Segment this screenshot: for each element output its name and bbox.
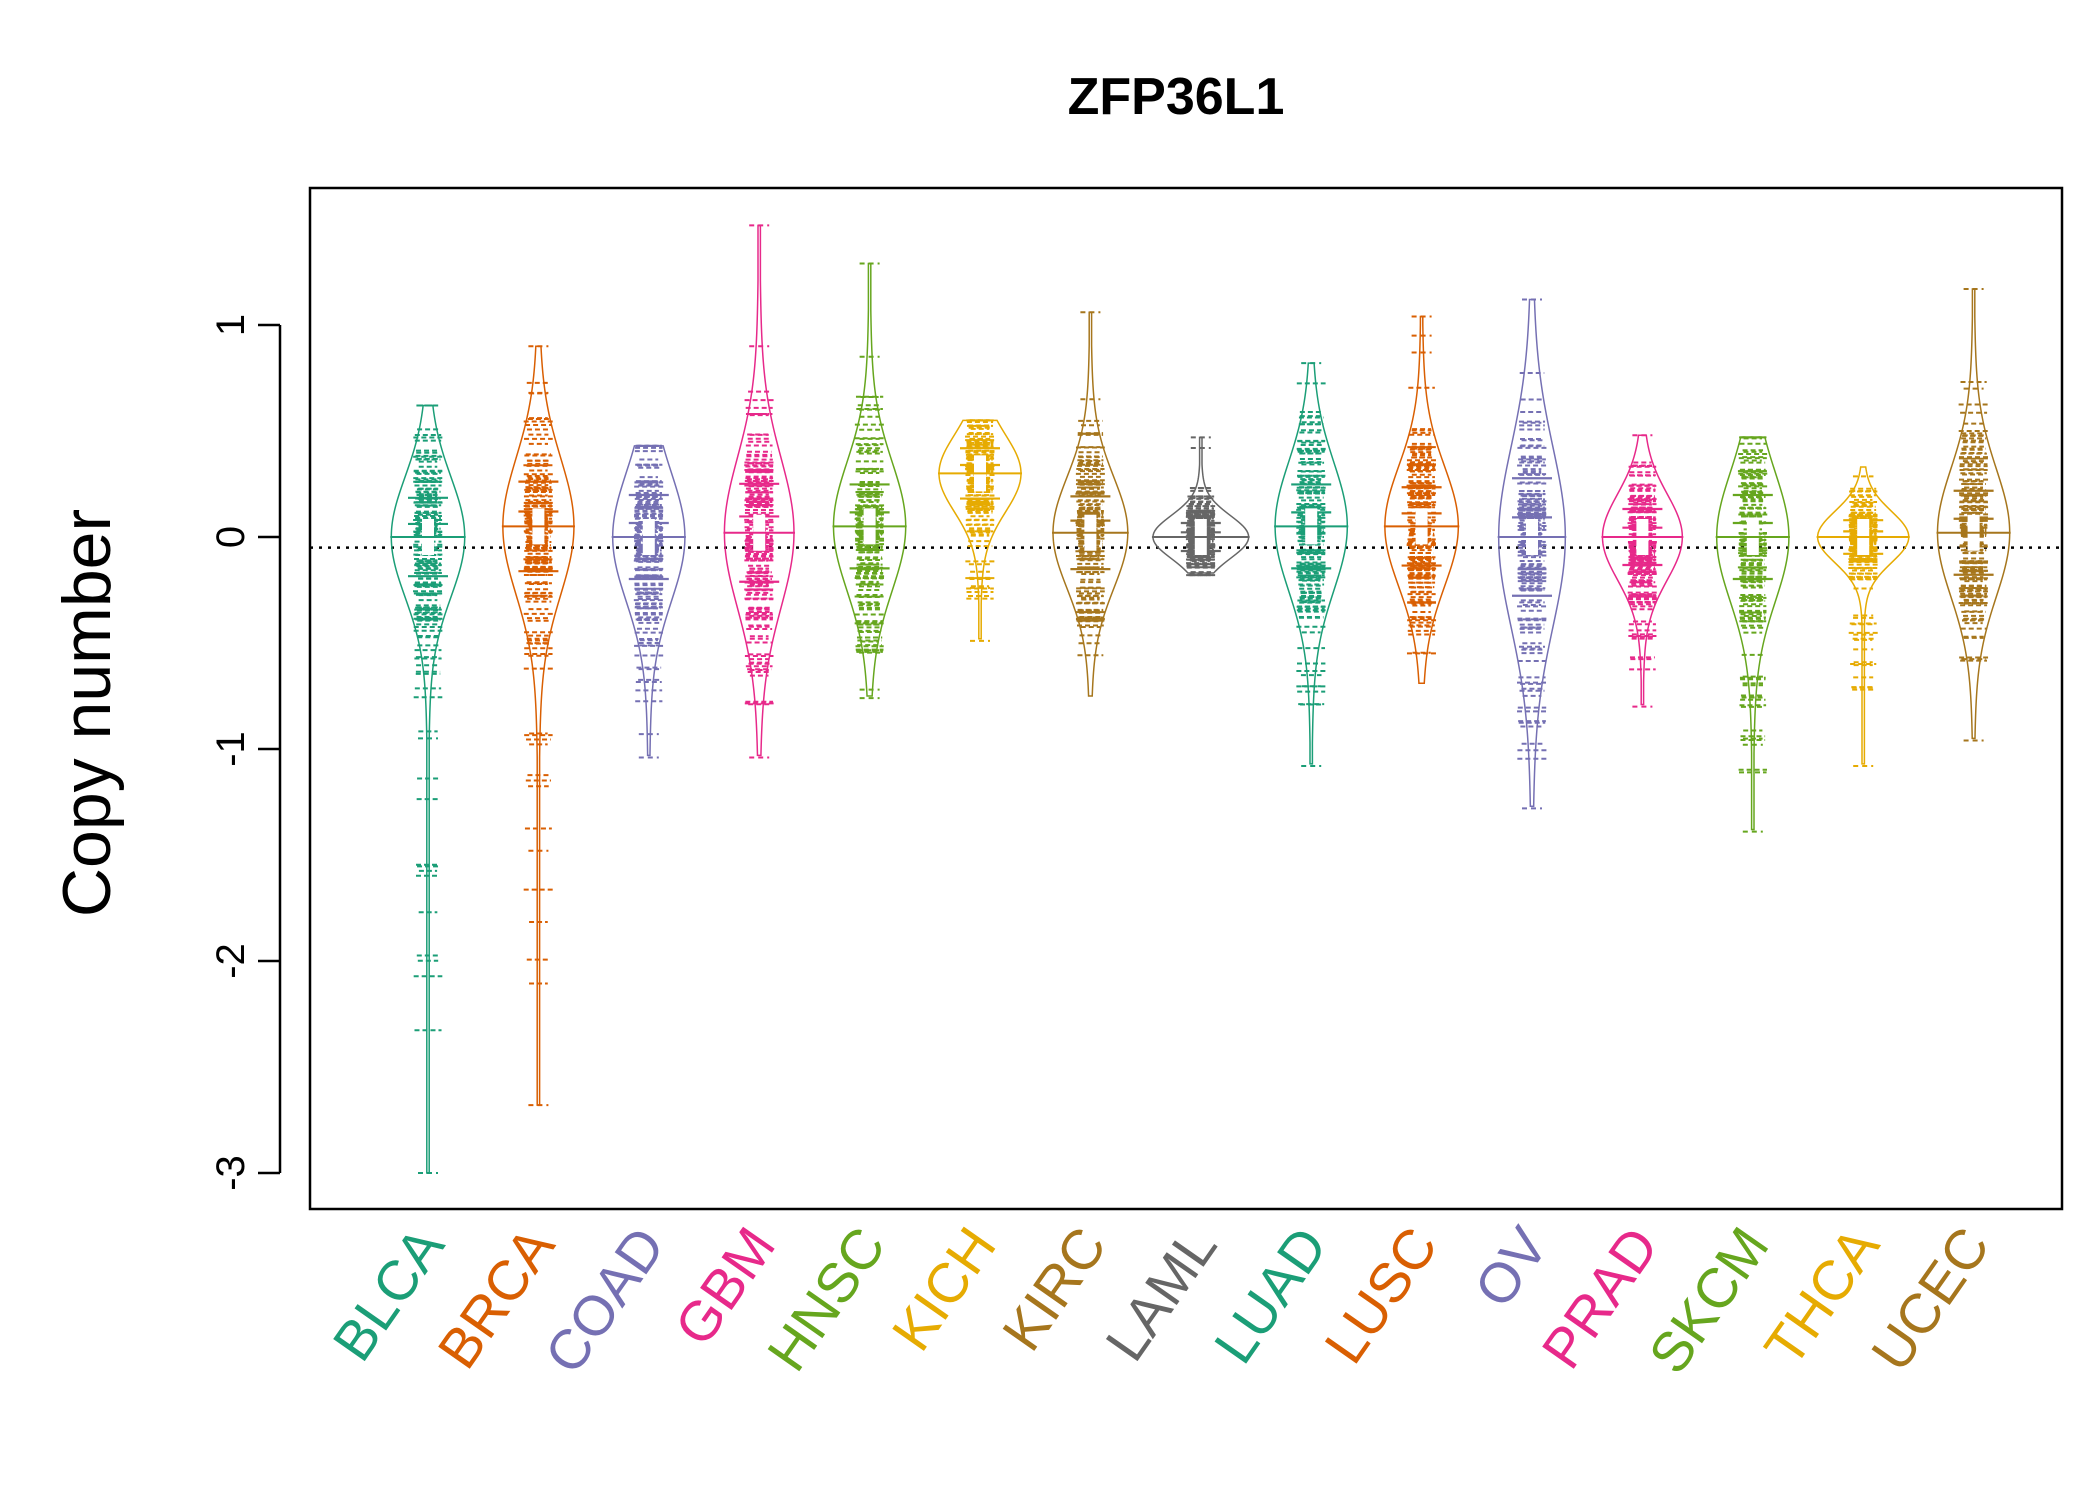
category-label-lusc: LUSC xyxy=(1312,1216,1449,1375)
bean-outline xyxy=(1152,436,1250,574)
category-label-ov: OV xyxy=(1462,1215,1560,1318)
category-label-skcm: SKCM xyxy=(1636,1216,1780,1385)
bean-outline xyxy=(1052,311,1129,697)
bean-outline xyxy=(390,404,466,1174)
bean-outline xyxy=(832,262,907,697)
y-tick-label: -3 xyxy=(209,1155,253,1191)
bean-ov xyxy=(1497,298,1567,810)
y-tick-label: -1 xyxy=(209,731,253,767)
y-axis: 1 0 -1 -2 -3 xyxy=(209,314,282,1191)
bean-kich xyxy=(938,419,1022,642)
bean-lusc xyxy=(1383,315,1460,685)
category-label-coad: COAD xyxy=(532,1216,676,1385)
bean-outline xyxy=(938,419,1022,640)
bean-laml xyxy=(1151,436,1250,577)
y-axis-label: Copy number xyxy=(49,509,125,917)
bean-hnsc xyxy=(832,262,907,700)
bean-outline xyxy=(1936,288,2011,740)
category-label-luad: LUAD xyxy=(1202,1216,1339,1375)
bean-brca xyxy=(501,345,575,1107)
bean-luad xyxy=(1274,362,1349,767)
beans-group xyxy=(390,224,2011,1174)
chart-title: ZFP36L1 xyxy=(1068,68,1285,126)
category-label-kich: KICH xyxy=(879,1216,1007,1362)
bean-kirc xyxy=(1052,311,1129,697)
category-label-laml: LAML xyxy=(1093,1216,1229,1372)
bean-outline xyxy=(1384,315,1460,685)
bean-blca xyxy=(390,404,466,1174)
y-tick-label: -2 xyxy=(209,943,253,979)
bean-outline xyxy=(502,345,575,1106)
bean-outline xyxy=(1816,466,1910,765)
bean-outline xyxy=(1497,298,1567,807)
bean-skcm xyxy=(1715,436,1790,833)
category-label-ucec: UCEC xyxy=(1859,1216,2002,1382)
category-label-hnsc: HNSC xyxy=(755,1216,898,1382)
y-tick-label: 1 xyxy=(209,314,253,336)
bean-outline xyxy=(1601,434,1684,706)
y-tick-label: 0 xyxy=(209,526,253,548)
bean-ucec xyxy=(1936,287,2011,742)
bean-thca xyxy=(1816,466,1910,767)
bean-outline xyxy=(611,445,686,757)
bean-prad xyxy=(1601,434,1684,708)
plot-frame xyxy=(308,186,2064,1211)
bean-coad xyxy=(611,444,686,759)
bean-outline xyxy=(723,224,795,757)
bean-outline xyxy=(1274,362,1349,765)
bean-outline xyxy=(1715,436,1790,831)
bean-gbm xyxy=(723,224,795,759)
